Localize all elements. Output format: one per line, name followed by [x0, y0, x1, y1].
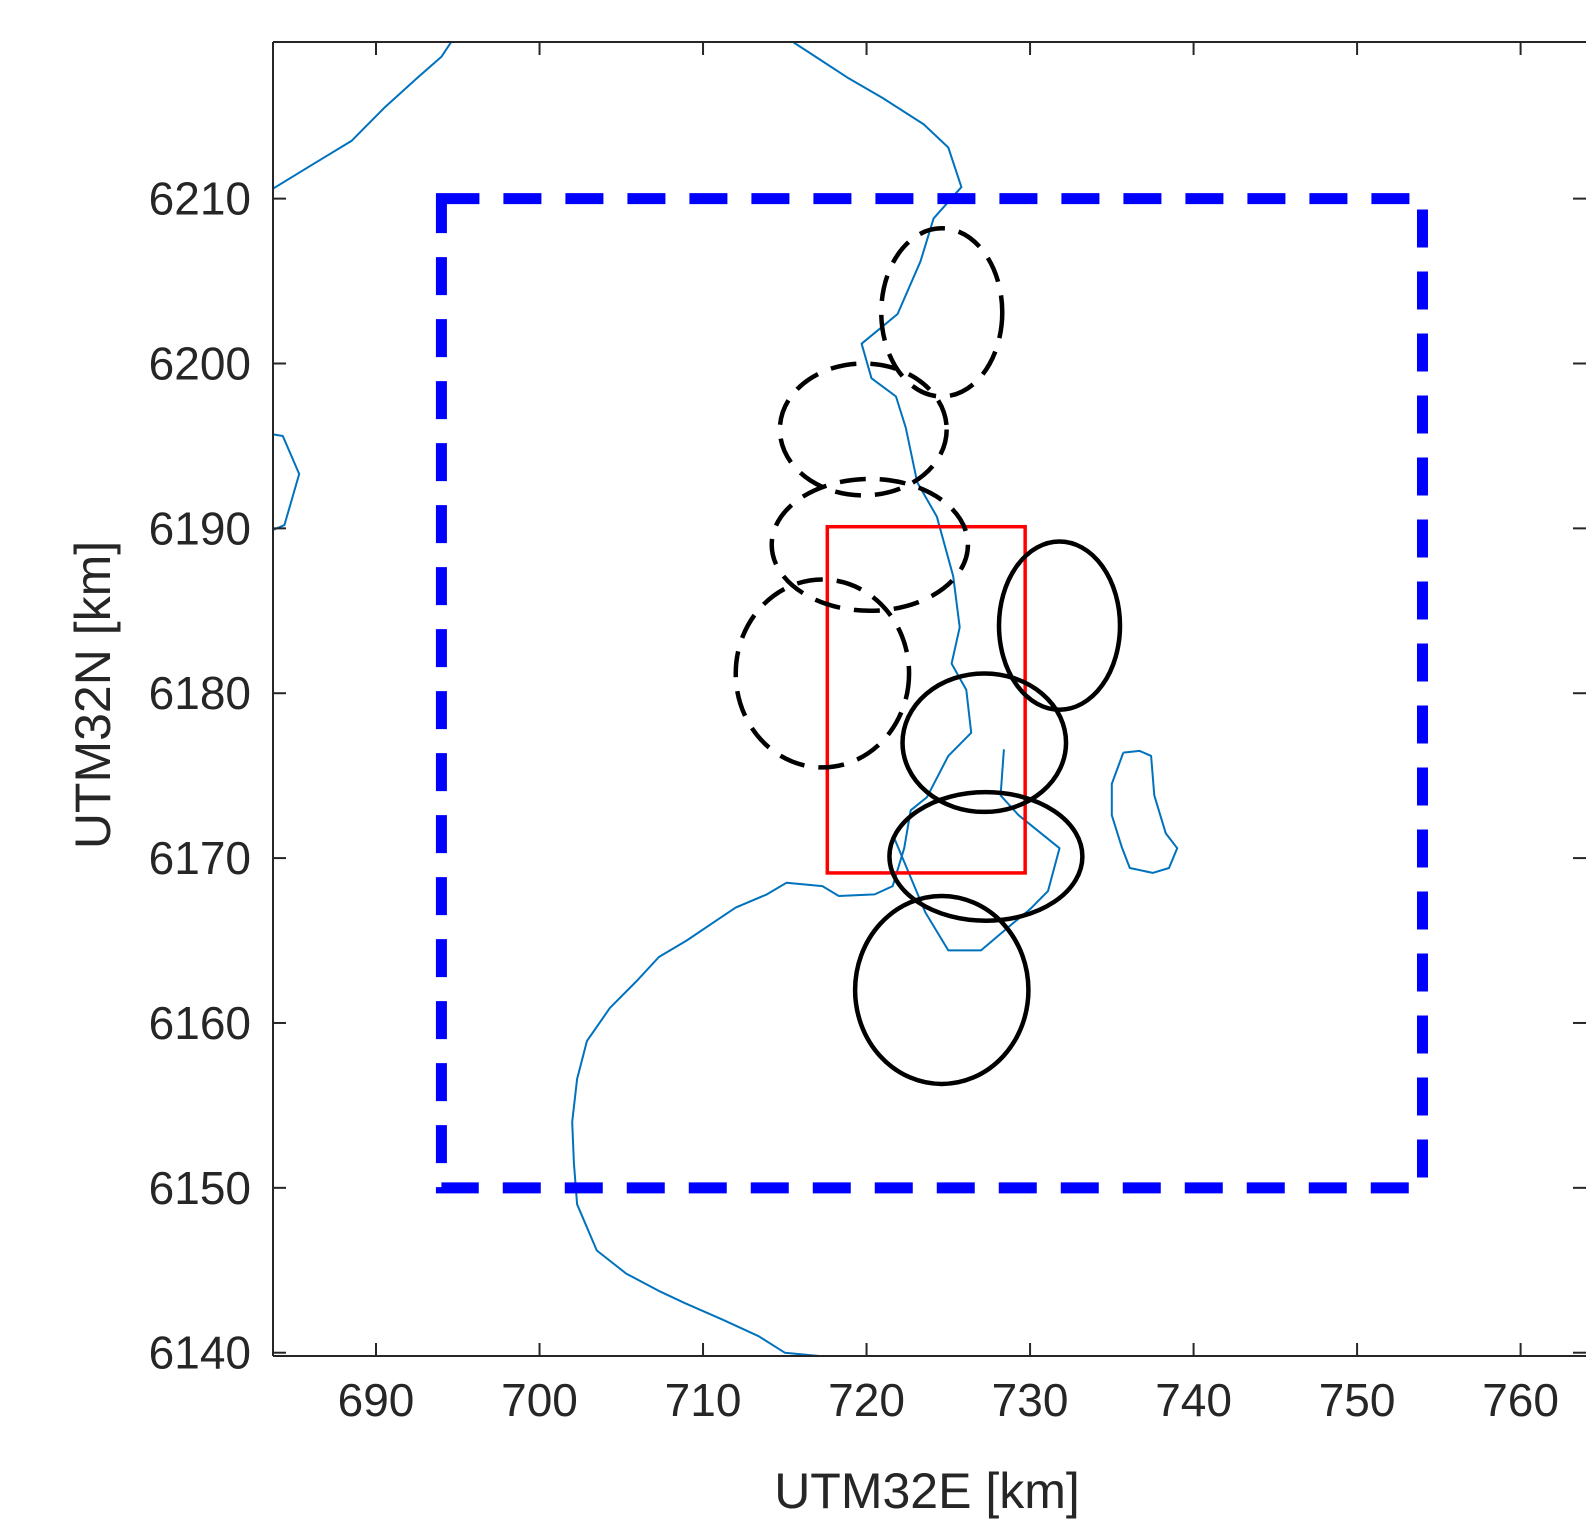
y-axis-label: UTM32N [km]: [65, 541, 121, 849]
solid-ellipse: [900, 671, 1069, 815]
axes-frame: [272, 41, 1586, 1357]
y-tick-label: 6150: [149, 1162, 251, 1214]
dashed-ellipse: [733, 577, 912, 770]
y-tick-label: 6140: [149, 1327, 251, 1379]
x-tick-label: 730: [992, 1374, 1069, 1426]
x-tick-label: 710: [665, 1374, 742, 1426]
coastline-segment: [273, 433, 301, 531]
y-tick-label: 6170: [149, 832, 251, 884]
x-axis-ticks: 690 700 710 720 730 740 750 760: [338, 42, 1559, 1426]
dashed-ellipse: [879, 226, 1005, 399]
y-axis-ticks: 6140 6150 6160 6170 6180 6190 6200 6210: [149, 173, 1586, 1379]
x-tick-label: 740: [1155, 1374, 1232, 1426]
solid-ellipse: [887, 789, 1085, 923]
plot-content: [273, 42, 1428, 1356]
dashed-ellipse: [769, 476, 971, 614]
coastline-segment: [1110, 749, 1179, 874]
red-box: [825, 524, 1027, 875]
solid-ellipse: [996, 539, 1123, 712]
y-tick-label: 6190: [149, 502, 251, 554]
solid-ellipse: [852, 893, 1031, 1087]
y-tick-label: 6200: [149, 337, 251, 389]
x-tick-label: 690: [338, 1374, 415, 1426]
x-axis-label: UTM32E [km]: [774, 1463, 1080, 1519]
dashed-ellipse: [777, 361, 949, 498]
y-tick-label: 6160: [149, 997, 251, 1049]
y-tick-label: 6180: [149, 667, 251, 719]
coastline-segment: [571, 42, 973, 1356]
x-tick-label: 760: [1482, 1374, 1559, 1426]
x-tick-label: 720: [828, 1374, 905, 1426]
x-tick-label: 750: [1319, 1374, 1396, 1426]
dashed-blue-box: [435, 193, 1428, 1194]
x-tick-label: 700: [501, 1374, 578, 1426]
coastline-segment: [273, 42, 453, 190]
y-tick-label: 6210: [149, 173, 251, 225]
